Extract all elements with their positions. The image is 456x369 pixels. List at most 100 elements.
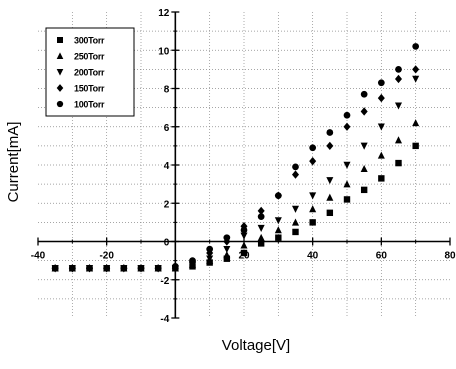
data-point	[223, 255, 231, 262]
legend-marker	[56, 84, 64, 92]
x-axis-title: Voltage[V]	[222, 337, 290, 354]
data-point	[326, 129, 334, 136]
x-tick-label: 60	[376, 251, 388, 262]
data-point	[326, 193, 334, 201]
data-point	[223, 245, 231, 253]
data-point	[137, 264, 145, 272]
data-point	[412, 142, 419, 150]
data-point	[257, 240, 265, 247]
data-point	[68, 264, 76, 272]
y-tick-label: 0	[164, 238, 170, 249]
data-point	[394, 136, 403, 144]
data-point	[120, 264, 128, 272]
data-point	[86, 264, 93, 272]
x-tick-label: 40	[307, 251, 319, 262]
legend-label: 200Torr	[74, 68, 105, 78]
data-point	[274, 217, 282, 225]
data-point	[309, 192, 317, 200]
y-tick-label: 2	[164, 199, 170, 210]
y-tick-label: 8	[164, 85, 170, 96]
data-point	[412, 65, 420, 74]
legend-marker	[56, 100, 64, 108]
data-point	[343, 122, 351, 131]
y-tick-label: 4	[164, 161, 170, 172]
data-point	[275, 234, 282, 241]
data-point	[360, 186, 368, 194]
data-point	[343, 180, 351, 188]
data-point	[257, 206, 265, 216]
data-point	[240, 232, 248, 240]
data-point	[274, 226, 282, 234]
data-point	[377, 123, 385, 131]
y-tick-label: 10	[158, 46, 170, 57]
data-point	[326, 209, 334, 217]
data-point	[274, 192, 282, 199]
data-point	[343, 196, 351, 203]
data-point	[343, 111, 351, 119]
data-point	[223, 251, 231, 259]
data-point	[360, 90, 368, 98]
data-point	[326, 141, 334, 151]
data-point	[309, 219, 316, 226]
y-tick-label: 6	[164, 123, 170, 134]
legend-label: 100Torr	[74, 100, 105, 110]
data-point	[171, 263, 179, 270]
data-point	[240, 226, 248, 234]
data-point	[377, 151, 385, 159]
x-tick-label: -20	[99, 251, 114, 262]
data-point	[412, 75, 420, 83]
data-point	[395, 66, 402, 73]
data-point	[257, 224, 265, 232]
data-point	[257, 233, 265, 241]
data-point	[377, 93, 385, 103]
legend-label: 250Torr	[74, 52, 105, 62]
legend-marker	[56, 52, 64, 59]
data-point	[206, 245, 214, 253]
data-point	[257, 213, 265, 220]
data-point	[309, 157, 317, 166]
data-point	[189, 257, 196, 264]
legend-marker	[57, 37, 63, 43]
legend-label: 150Torr	[74, 84, 105, 94]
legend: 300Torr 250Torr 200Torr 150Torr 100Torr	[45, 27, 135, 117]
data-point	[291, 218, 300, 226]
data-point	[360, 107, 368, 116]
data-point	[377, 79, 385, 87]
data-point	[291, 205, 300, 213]
data-point	[326, 177, 334, 185]
data-point	[309, 205, 317, 213]
x-tick-label: -40	[31, 251, 46, 262]
data-point	[291, 170, 300, 179]
data-point	[154, 264, 162, 272]
data-point	[240, 249, 248, 257]
series-100torr	[51, 43, 420, 272]
data-point	[292, 163, 299, 171]
y-tick-label: -2	[160, 276, 169, 287]
x-tick-label: 80	[444, 251, 456, 262]
data-point	[394, 102, 403, 110]
data-point	[103, 264, 111, 272]
y-tick-label: 12	[158, 8, 170, 19]
data-point	[412, 119, 420, 127]
legend-marker	[56, 69, 64, 76]
data-point	[240, 241, 248, 249]
data-point	[360, 142, 368, 150]
y-tick-label: -4	[160, 314, 169, 325]
data-point	[240, 222, 248, 231]
data-point	[395, 159, 402, 167]
data-point	[412, 43, 420, 50]
legend-label: 300Torr	[74, 36, 105, 46]
data-points	[51, 43, 420, 273]
data-point	[360, 164, 368, 173]
y-axis-title: Current[mA]	[5, 122, 22, 203]
data-point	[292, 228, 299, 236]
data-point	[223, 234, 231, 242]
data-point	[51, 264, 59, 272]
data-point	[378, 175, 385, 182]
data-point	[309, 144, 317, 152]
data-point	[206, 255, 214, 263]
data-point	[394, 74, 403, 84]
